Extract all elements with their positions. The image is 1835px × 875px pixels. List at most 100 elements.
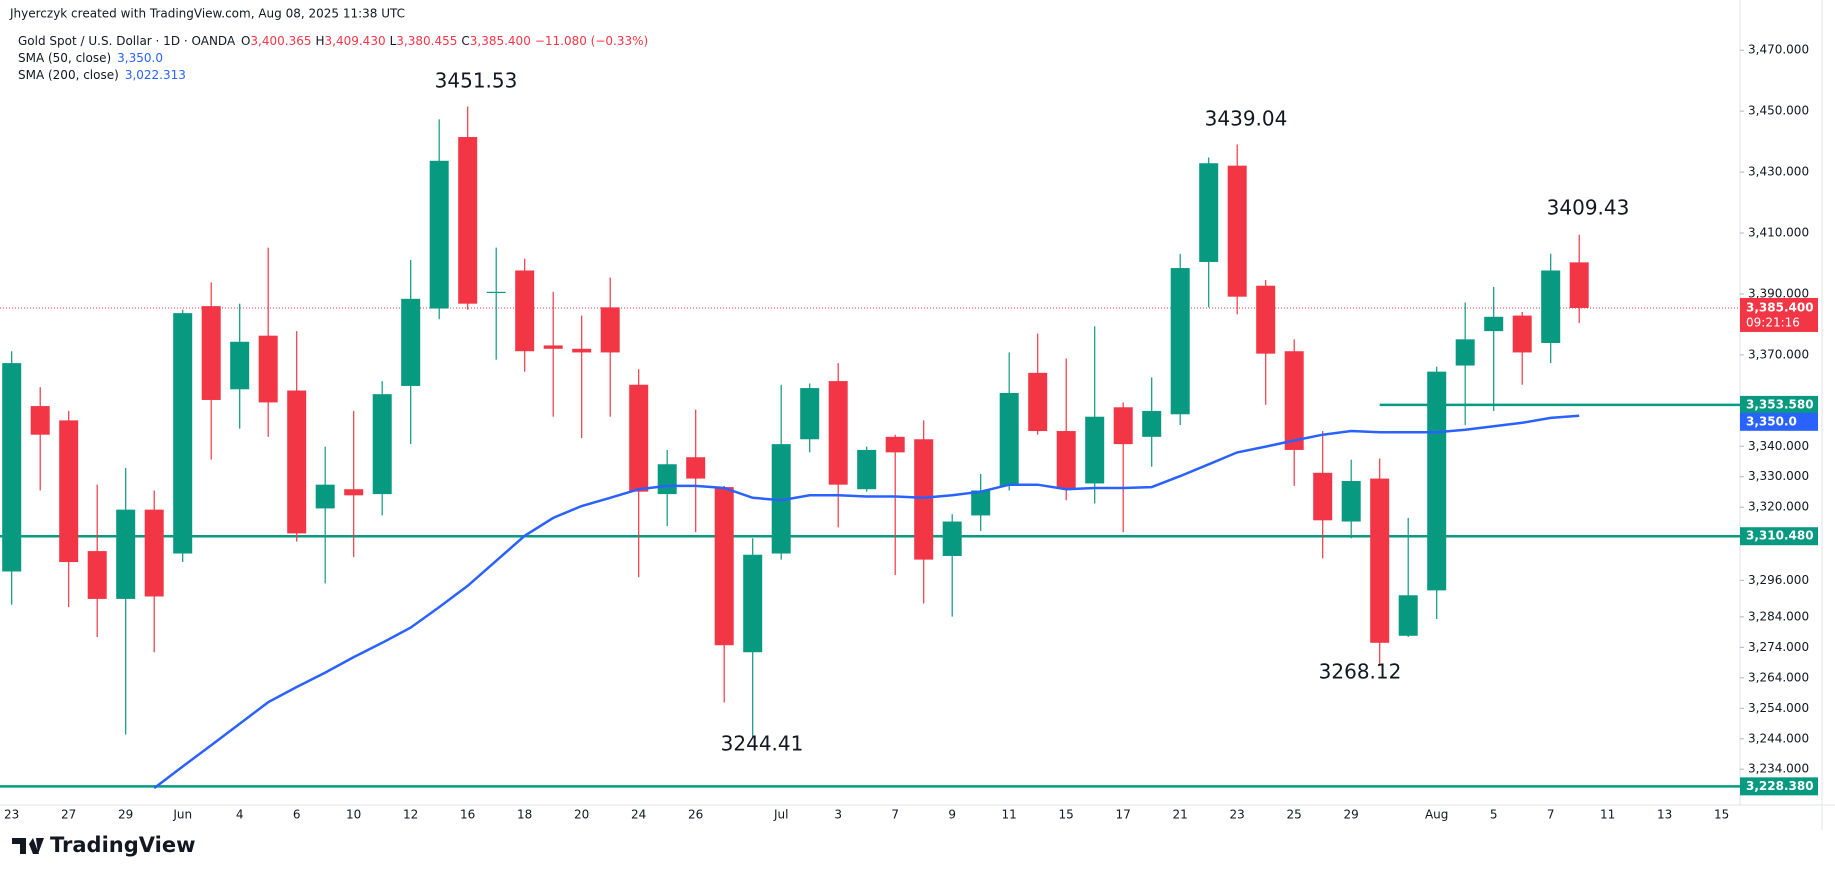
x-tick-label: 10 (346, 808, 361, 822)
y-tick-label: 3,430.000 (1748, 165, 1809, 179)
y-tick-label: 3,296.000 (1748, 573, 1809, 587)
x-tick-label: 7 (891, 808, 899, 822)
ohlc-key: L (390, 34, 397, 48)
candle-body (857, 449, 877, 490)
candle-body (1370, 478, 1390, 643)
indicator-legend: SMA (50, close) 3,350.0 (18, 51, 163, 65)
ohlc-value: 3,380.455 (396, 34, 457, 48)
x-tick-label: 21 (1173, 808, 1188, 822)
candle-body (1085, 416, 1105, 484)
y-tick-label: 3,320.000 (1748, 500, 1809, 514)
candle-body (914, 439, 934, 560)
level-label: 3,353.580 (1746, 397, 1814, 411)
level-label-box (1740, 527, 1818, 546)
candle-body (657, 464, 677, 495)
x-tick-label: 23 (4, 808, 19, 822)
change: −11.080 (−0.33%) (535, 34, 648, 48)
candle-body (515, 270, 535, 352)
y-tick-label: 3,450.000 (1748, 104, 1809, 118)
x-tick-label: 11 (1600, 808, 1615, 822)
candle-body (116, 509, 136, 599)
candle-body (315, 484, 335, 509)
ohlc-value: 3,400.365 (250, 34, 311, 48)
x-tick-label: 26 (688, 808, 703, 822)
candle-body (942, 521, 962, 556)
candle-body (828, 381, 848, 485)
indicator-name: SMA (200, close) (18, 68, 119, 82)
candle-body (1484, 316, 1504, 332)
ohlc-key: C (461, 34, 469, 48)
x-tick-label: 5 (1490, 808, 1498, 822)
sma-line (153, 414, 1580, 790)
candle-body (2, 363, 22, 572)
y-tick-label: 3,370.000 (1748, 347, 1809, 361)
x-tick-label: 15 (1059, 808, 1074, 822)
candle-body (800, 388, 820, 440)
candle-body (572, 348, 592, 353)
y-tick-label: 3,390.000 (1748, 286, 1809, 300)
candle-body (1541, 270, 1561, 343)
y-tick-label: 3,340.000 (1748, 439, 1809, 453)
y-tick-label: 3,264.000 (1748, 670, 1809, 684)
plot-area (0, 106, 1740, 790)
candle-body (287, 390, 307, 534)
x-tick-label: 27 (61, 808, 76, 822)
candle-body (1427, 371, 1447, 591)
level-label: 3,228.380 (1746, 779, 1814, 793)
x-tick-label: 4 (236, 808, 244, 822)
candle-body (1227, 165, 1247, 297)
sma-label: 3,350.0 (1746, 414, 1797, 428)
candle-body (543, 345, 563, 349)
candle-body (258, 335, 278, 403)
x-tick-label: 15 (1714, 808, 1729, 822)
candle-body (1256, 285, 1276, 354)
candle-body (743, 554, 763, 653)
y-tick-label: 3,274.000 (1748, 640, 1809, 654)
y-tick-label: 3,284.000 (1748, 609, 1809, 623)
candle-body (999, 392, 1019, 486)
y-tick-label: 3,244.000 (1748, 731, 1809, 745)
candle-body (486, 291, 506, 294)
x-tick-label: 11 (1002, 808, 1017, 822)
candle-body (1199, 163, 1219, 262)
x-tick-label: 18 (517, 808, 532, 822)
symbol: Gold Spot / U.S. Dollar · 1D · OANDA (18, 34, 236, 48)
level-label-box (1740, 395, 1818, 414)
last-price-label: 3,385.400 (1746, 300, 1814, 314)
x-tick-label: Jul (773, 808, 788, 822)
candle-body (1113, 407, 1133, 445)
candle-body (30, 406, 50, 435)
y-tick-label: 3,470.000 (1748, 43, 1809, 57)
x-tick-label: 6 (293, 808, 301, 822)
candle-body (1512, 315, 1532, 353)
candle-body (1170, 268, 1190, 415)
candle-body (885, 436, 905, 453)
candle-body (1569, 262, 1589, 308)
annotation: 3439.04 (1205, 107, 1288, 131)
y-tick-label: 3,234.000 (1748, 762, 1809, 776)
x-tick-label: 23 (1230, 808, 1245, 822)
ohlc-key: H (315, 34, 324, 48)
y-tick-label: 3,410.000 (1748, 226, 1809, 240)
level-label-box (1740, 777, 1818, 796)
candle-body (1142, 410, 1162, 437)
x-tick-label: 25 (1287, 808, 1302, 822)
x-tick-label: 9 (948, 808, 956, 822)
candle-body (401, 298, 421, 386)
annotation: 3268.12 (1319, 660, 1402, 684)
x-tick-label: 16 (460, 808, 475, 822)
indicator-name: SMA (50, close) (18, 51, 111, 65)
indicator-legend: SMA (200, close) 3,022.313 (18, 68, 186, 82)
symbol-line: Gold Spot / U.S. Dollar · 1D · OANDA O3,4… (18, 34, 648, 48)
ohlc-key: O (241, 34, 250, 48)
logo-icon (12, 838, 44, 854)
x-tick-label: 29 (1344, 808, 1359, 822)
annotation: 3409.43 (1547, 196, 1630, 220)
candle-body (1455, 339, 1475, 366)
y-tick-label: 3,254.000 (1748, 701, 1809, 715)
credit: Jhyerczyk created with TradingView.com, … (9, 7, 405, 21)
x-tick-label: 24 (631, 808, 646, 822)
candle-body (344, 489, 364, 496)
candle-body (714, 487, 734, 646)
